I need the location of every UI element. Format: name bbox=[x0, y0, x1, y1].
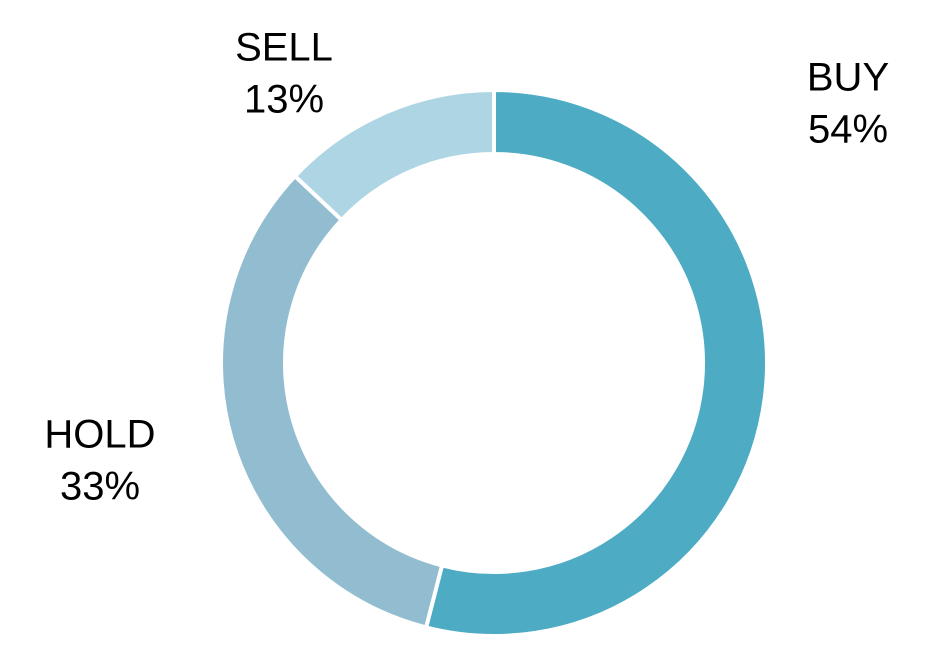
donut-slice bbox=[219, 173, 445, 630]
slice-value-label: 54% bbox=[808, 108, 888, 152]
slice-category: SELL bbox=[235, 26, 333, 70]
donut-slice bbox=[423, 87, 769, 638]
slice-category: HOLD bbox=[44, 413, 155, 457]
slice-value-label: 13% bbox=[244, 78, 324, 122]
donut-slice bbox=[292, 87, 496, 223]
slice-value-label: 33% bbox=[60, 465, 140, 509]
slice-category: BUY bbox=[807, 56, 889, 100]
